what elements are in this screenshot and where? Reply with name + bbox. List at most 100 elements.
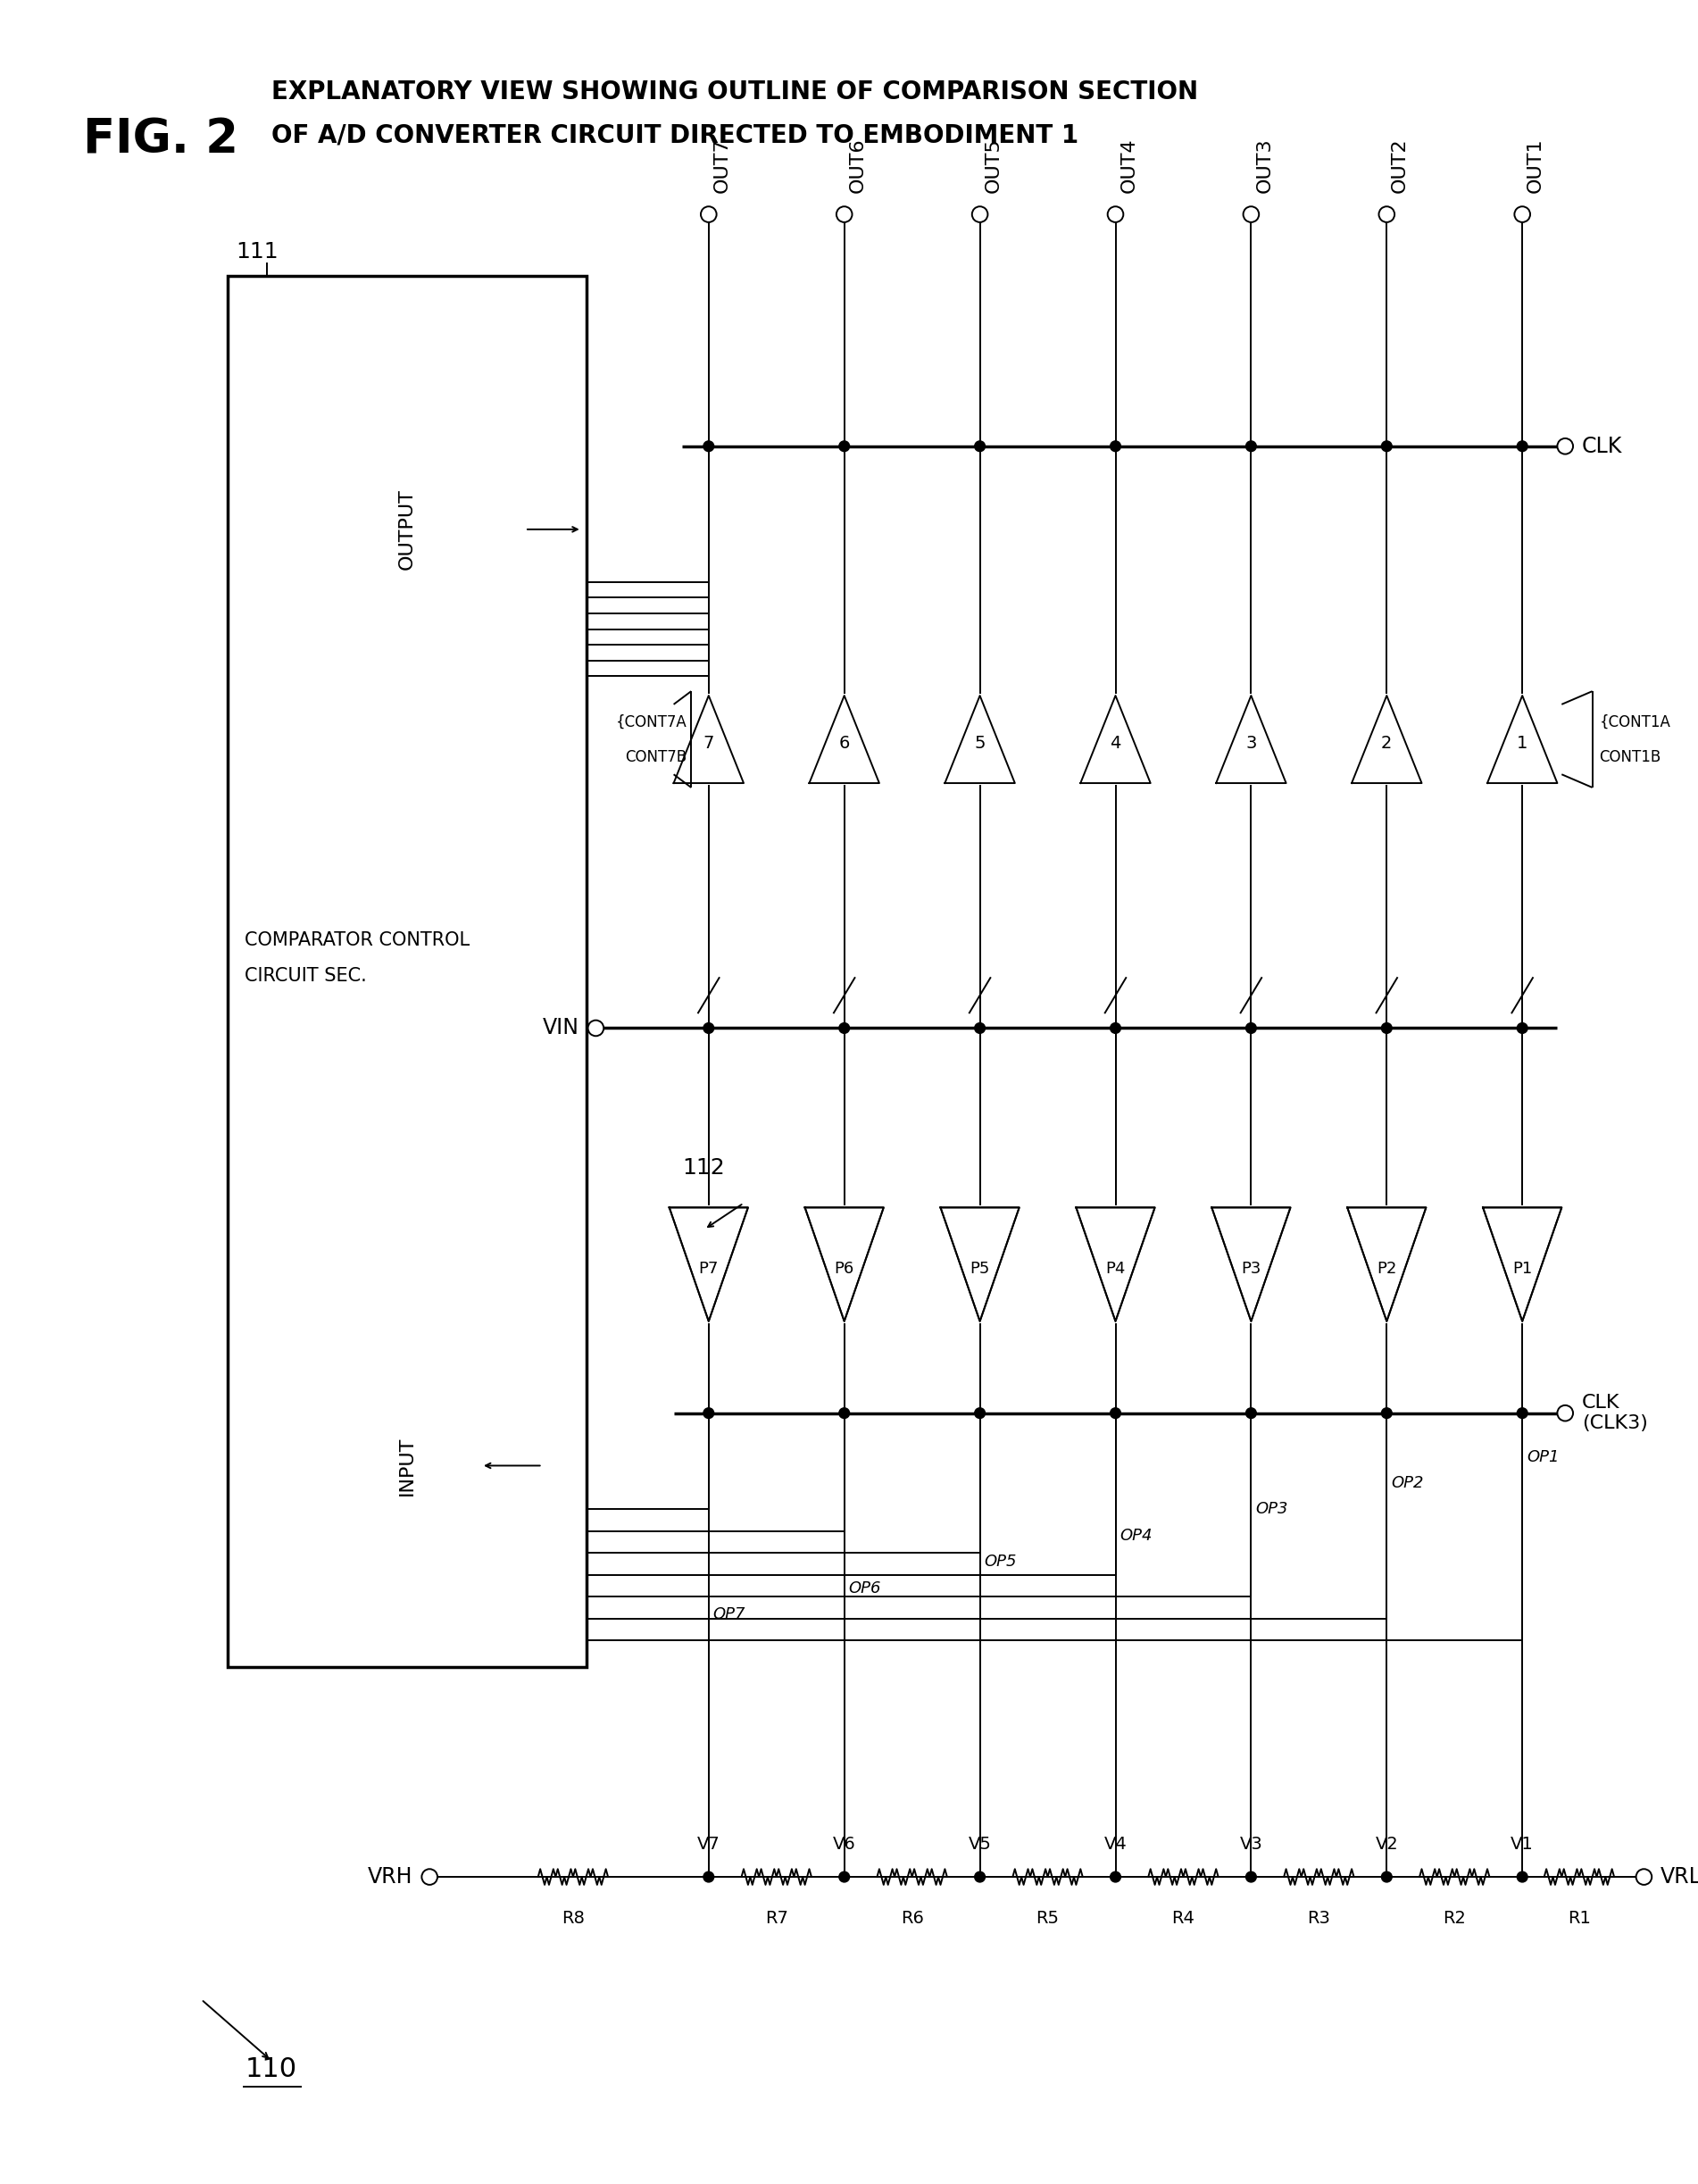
Circle shape: [703, 441, 713, 452]
Text: R4: R4: [1172, 1911, 1195, 1926]
Circle shape: [701, 207, 717, 223]
Text: EXPLANATORY VIEW SHOWING OUTLINE OF COMPARISON SECTION: EXPLANATORY VIEW SHOWING OUTLINE OF COMP…: [272, 79, 1199, 105]
Circle shape: [839, 1872, 849, 1883]
Circle shape: [1382, 1022, 1392, 1033]
Polygon shape: [1212, 1208, 1290, 1321]
Circle shape: [1246, 441, 1257, 452]
Text: FIG. 2: FIG. 2: [83, 116, 238, 164]
Polygon shape: [1077, 1208, 1155, 1321]
Text: 110: 110: [245, 2057, 297, 2081]
Text: OP7: OP7: [713, 1607, 745, 1623]
Text: 112: 112: [683, 1158, 725, 1179]
Circle shape: [1246, 1022, 1257, 1033]
Text: V2: V2: [1375, 1835, 1397, 1852]
Text: OF A/D CONVERTER CIRCUIT DIRECTED TO EMBODIMENT 1: OF A/D CONVERTER CIRCUIT DIRECTED TO EMB…: [272, 122, 1078, 149]
Text: P5: P5: [970, 1260, 990, 1278]
Text: V4: V4: [1104, 1835, 1127, 1852]
Polygon shape: [674, 697, 744, 784]
Circle shape: [1110, 1022, 1121, 1033]
Text: CIRCUIT SEC.: CIRCUIT SEC.: [245, 968, 367, 985]
Text: VRL: VRL: [1661, 1865, 1698, 1887]
Circle shape: [703, 1022, 713, 1033]
Polygon shape: [1482, 1208, 1562, 1321]
Text: COMPARATOR CONTROL: COMPARATOR CONTROL: [245, 933, 470, 950]
Circle shape: [421, 1870, 438, 1885]
Circle shape: [703, 1872, 713, 1883]
Text: CONT1B: CONT1B: [1600, 749, 1661, 764]
Text: P4: P4: [1105, 1260, 1126, 1278]
Circle shape: [839, 1409, 849, 1417]
Text: CONT7B: CONT7B: [625, 749, 686, 764]
Polygon shape: [810, 697, 880, 784]
Text: V6: V6: [832, 1835, 856, 1852]
Circle shape: [1243, 207, 1258, 223]
Text: OP5: OP5: [985, 1553, 1017, 1570]
Text: V1: V1: [1511, 1835, 1533, 1852]
Circle shape: [1379, 207, 1394, 223]
Text: V7: V7: [698, 1835, 720, 1852]
Text: 3: 3: [1246, 736, 1257, 751]
Text: OUT4: OUT4: [1121, 138, 1138, 192]
Circle shape: [1110, 1409, 1121, 1417]
Text: OP1: OP1: [1527, 1448, 1559, 1465]
Text: {CONT1A: {CONT1A: [1600, 714, 1671, 729]
Polygon shape: [1487, 697, 1557, 784]
Circle shape: [975, 1022, 985, 1033]
Text: OUT5: OUT5: [985, 138, 1002, 192]
Text: OUT6: OUT6: [849, 138, 866, 192]
Circle shape: [1557, 1404, 1572, 1422]
Text: R2: R2: [1443, 1911, 1465, 1926]
Circle shape: [1516, 1409, 1528, 1417]
Text: CLK: CLK: [1583, 435, 1622, 456]
Text: P6: P6: [834, 1260, 854, 1278]
Text: P2: P2: [1377, 1260, 1397, 1278]
Polygon shape: [669, 1208, 749, 1321]
Circle shape: [839, 1022, 849, 1033]
Circle shape: [975, 441, 985, 452]
Text: P3: P3: [1241, 1260, 1262, 1278]
Polygon shape: [944, 697, 1015, 784]
Text: INPUT: INPUT: [397, 1437, 416, 1496]
Text: R7: R7: [764, 1911, 788, 1926]
Polygon shape: [1216, 697, 1285, 784]
Text: OUT2: OUT2: [1391, 138, 1409, 192]
Text: 1: 1: [1516, 736, 1528, 751]
Text: OP4: OP4: [1121, 1527, 1153, 1544]
Text: P1: P1: [1513, 1260, 1532, 1278]
Text: 2: 2: [1380, 736, 1392, 751]
Text: R1: R1: [1567, 1911, 1591, 1926]
Circle shape: [1110, 441, 1121, 452]
Text: CLK
(CLK3): CLK (CLK3): [1583, 1393, 1647, 1433]
Circle shape: [837, 207, 852, 223]
Circle shape: [1557, 439, 1572, 454]
Circle shape: [1107, 207, 1124, 223]
Polygon shape: [941, 1208, 1019, 1321]
Circle shape: [1382, 441, 1392, 452]
Text: VRH: VRH: [368, 1865, 413, 1887]
Text: R8: R8: [562, 1911, 584, 1926]
Text: OP6: OP6: [849, 1579, 881, 1597]
Text: VIN: VIN: [543, 1018, 579, 1040]
Circle shape: [839, 441, 849, 452]
Text: 4: 4: [1110, 736, 1121, 751]
Text: OP2: OP2: [1391, 1474, 1423, 1492]
Polygon shape: [1080, 697, 1151, 784]
Circle shape: [1246, 1872, 1257, 1883]
Circle shape: [1246, 1409, 1257, 1417]
Text: P7: P7: [698, 1260, 718, 1278]
Circle shape: [1516, 441, 1528, 452]
Circle shape: [588, 1020, 604, 1035]
Text: R3: R3: [1307, 1911, 1331, 1926]
Text: OUT3: OUT3: [1255, 138, 1274, 192]
Circle shape: [1516, 1022, 1528, 1033]
Circle shape: [1382, 1872, 1392, 1883]
Circle shape: [975, 1872, 985, 1883]
Circle shape: [971, 207, 988, 223]
Text: OUT7: OUT7: [713, 138, 730, 192]
Text: 5: 5: [975, 736, 985, 751]
Circle shape: [1382, 1409, 1392, 1417]
Text: 7: 7: [703, 736, 715, 751]
Circle shape: [1110, 1872, 1121, 1883]
Text: OP3: OP3: [1255, 1500, 1289, 1518]
Text: 6: 6: [839, 736, 849, 751]
